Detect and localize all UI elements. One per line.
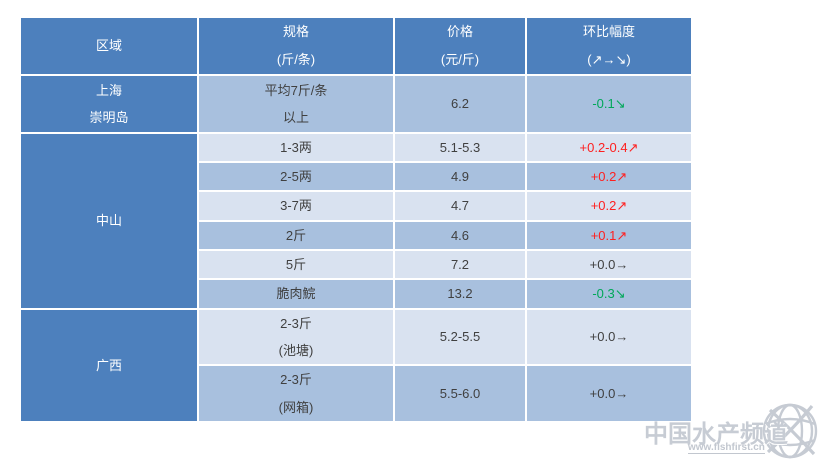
table-row: 2-5两 4.9 +0.2↗: [21, 163, 691, 191]
change-cell: -0.3↘: [527, 280, 691, 308]
spec-cell: 1-3两: [199, 133, 393, 162]
change-cell: +0.2↗: [527, 192, 691, 220]
spec-cell: 2-5两: [199, 163, 393, 191]
spec-cell: 2-3斤 (网箱): [199, 366, 393, 421]
change-cell: +0.0→: [527, 309, 691, 365]
col-header-region: 区域: [21, 18, 197, 74]
watermark-url: www.fishfirst.cn: [688, 442, 765, 454]
fish-price-table: 区域 规格 (斤/条) 价格 (元/斤) 环比幅度 (↗→↘) 上海 崇明岛 平…: [19, 16, 693, 423]
price-cell: 4.9: [395, 163, 525, 191]
price-cell: 6.2: [395, 75, 525, 132]
region-cell-guangxi: 广西: [21, 309, 197, 421]
change-cell: +0.0→: [527, 251, 691, 279]
table-row: 5斤 7.2 +0.0→: [21, 251, 691, 279]
change-cell: +0.1↗: [527, 221, 691, 250]
price-cell: 4.7: [395, 192, 525, 220]
spec-cell: 平均7斤/条 以上: [199, 75, 393, 132]
table-row: 广西 2-3斤 (池塘) 5.2-5.5 +0.0→: [21, 309, 691, 421]
spec-cell: 5斤: [199, 251, 393, 279]
change-cell: +0.0→: [527, 366, 691, 421]
table-row: 上海 崇明岛 平均7斤/条 以上 6.2 -0.1↘: [21, 75, 691, 132]
price-cell: 7.2: [395, 251, 525, 279]
col-header-price: 价格 (元/斤): [395, 18, 525, 74]
price-cell: 5.2-5.5: [395, 309, 525, 365]
globe-icon: [762, 403, 818, 459]
table-row: 脆肉鯇 13.2 -0.3↘: [21, 280, 691, 308]
spec-cell: 2-3斤 (池塘): [199, 309, 393, 365]
change-cell: +0.2↗: [527, 163, 691, 191]
change-cell: +0.2-0.4↗: [527, 133, 691, 162]
table-row: 2斤 4.6 +0.1↗: [21, 221, 691, 250]
price-cell: 5.5-6.0: [395, 366, 525, 421]
region-cell-shanghai: 上海 崇明岛: [21, 75, 197, 132]
price-cell: 5.1-5.3: [395, 133, 525, 162]
price-cell: 13.2: [395, 280, 525, 308]
region-cell-zhongshan: 中山: [21, 133, 197, 308]
change-cell: -0.1↘: [527, 75, 691, 132]
price-cell: 4.6: [395, 221, 525, 250]
table-row: 3-7两 4.7 +0.2↗: [21, 192, 691, 220]
table-row: 中山 1-3两 5.1-5.3 +0.2-0.4↗: [21, 133, 691, 308]
table-row: 2-3斤 (网箱) 5.5-6.0 +0.0→: [21, 366, 691, 421]
spec-cell: 脆肉鯇: [199, 280, 393, 308]
table-header-row: 区域 规格 (斤/条) 价格 (元/斤) 环比幅度 (↗→↘): [21, 18, 691, 74]
spec-cell: 3-7两: [199, 192, 393, 220]
col-header-change: 环比幅度 (↗→↘): [527, 18, 691, 74]
col-header-spec: 规格 (斤/条): [199, 18, 393, 74]
spec-cell: 2斤: [199, 221, 393, 250]
